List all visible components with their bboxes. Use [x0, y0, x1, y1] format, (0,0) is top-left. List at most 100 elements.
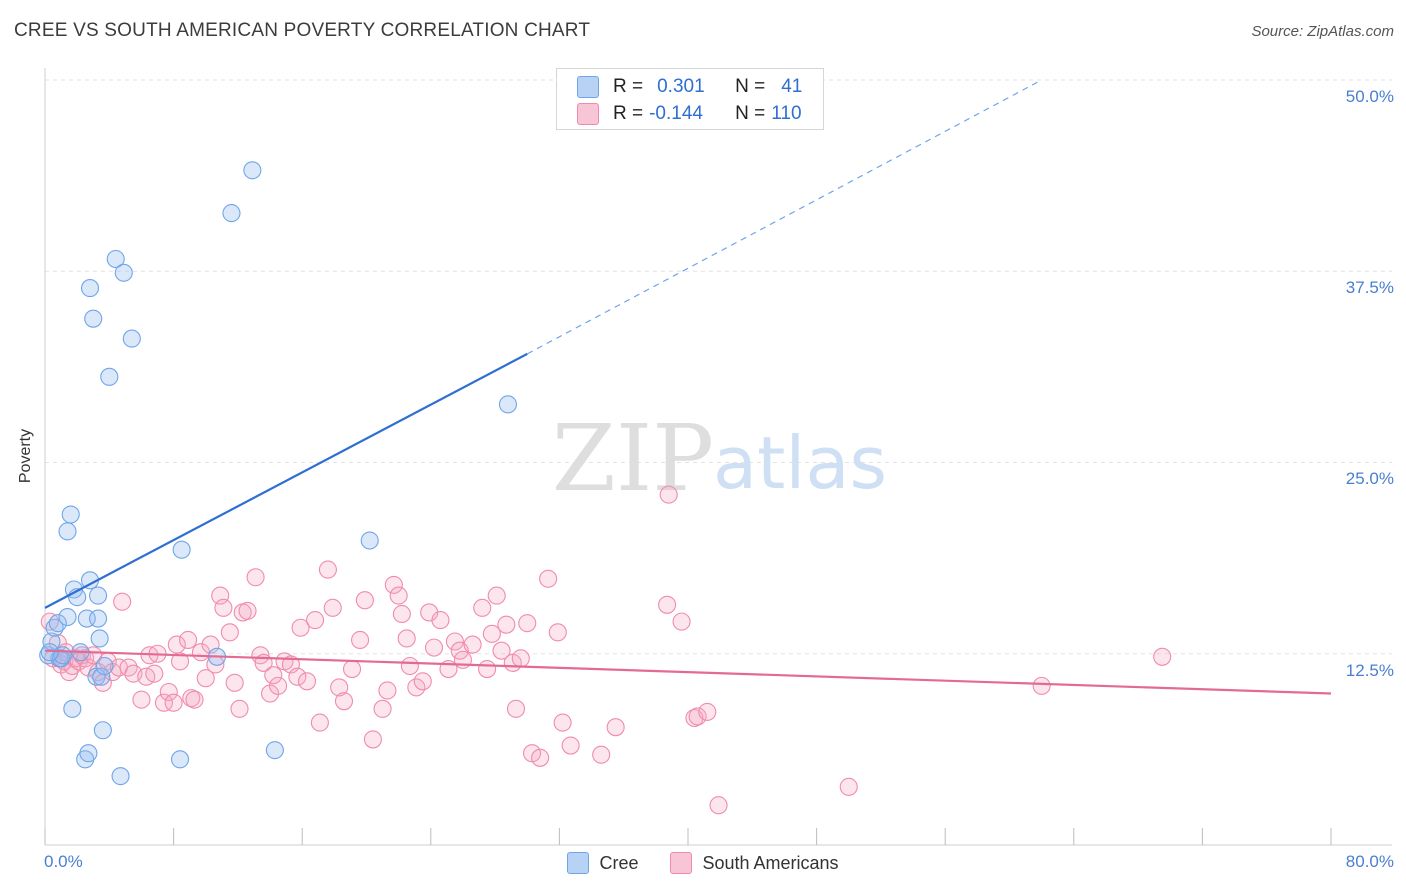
south-american-point [518, 614, 537, 633]
south-american-point [424, 638, 444, 657]
south-american-point [482, 624, 501, 643]
cree-point [122, 329, 141, 348]
south-american-point [392, 604, 411, 624]
south-american-point [688, 707, 707, 726]
south-american-point [487, 586, 506, 605]
n-label: N = [735, 103, 766, 124]
cree-point [48, 614, 67, 633]
south-american-point [264, 666, 283, 685]
y-tick-label: 25.0% [1345, 469, 1394, 488]
south-american-point [196, 669, 215, 688]
cree-point [63, 699, 82, 718]
cree-point [80, 279, 100, 298]
cree-point [84, 309, 103, 328]
cree-swatch [577, 76, 599, 98]
r-value: -0.144 [649, 103, 703, 124]
n-value: 110 [771, 103, 802, 124]
south-american-point [323, 598, 342, 617]
watermark-zip: ZIP [552, 405, 714, 512]
south-american-point [113, 592, 132, 611]
south-american-point [159, 682, 178, 702]
south-american-point [389, 586, 408, 605]
south-american-point [659, 485, 678, 504]
south-american-point [132, 690, 151, 709]
south-american-point [297, 672, 317, 691]
south-american-point [220, 623, 239, 642]
south-american-point [306, 611, 325, 630]
south-american-point [497, 615, 516, 634]
legend-label: Cree [599, 852, 639, 873]
cree-point [79, 744, 98, 763]
south-american-point [592, 745, 611, 764]
south-american-point [330, 678, 349, 697]
cree-point [90, 629, 109, 648]
south-american-point [310, 713, 329, 732]
south-american-point [606, 718, 625, 737]
y-tick-label: 50.0% [1345, 87, 1394, 106]
south-american-point [351, 630, 370, 650]
cree-point [498, 395, 518, 414]
south-american-point [291, 618, 310, 637]
south-american-point [561, 736, 580, 755]
south-american-point [373, 699, 392, 718]
cree-point [58, 607, 77, 627]
chart-title: CREE VS SOUTH AMERICAN POVERTY CORRELATI… [14, 20, 591, 41]
south-american-point [170, 652, 190, 671]
cree-trend-extension [526, 79, 1042, 355]
south-american-point [709, 796, 728, 815]
south-american-point [378, 681, 397, 700]
south-american-point [318, 560, 337, 579]
x-tick-label: 80.0% [1345, 852, 1394, 871]
south-american-point [397, 629, 416, 648]
south-american-point [431, 611, 450, 630]
cree-point [170, 750, 190, 769]
south-american-point [413, 672, 432, 691]
south-american-point [445, 632, 464, 651]
stats-box: R = 0.301 N = 41 R = -0.144 N = 110 [556, 68, 824, 130]
south-american-point [698, 702, 717, 721]
south-american-point [478, 659, 497, 679]
south-american-point [355, 591, 374, 610]
cree-point [88, 586, 108, 605]
south-american-point [225, 673, 244, 692]
south-american-point [238, 601, 257, 620]
south-american-point [548, 623, 567, 642]
south-american-point [539, 569, 558, 588]
south-american-point [334, 692, 354, 711]
cree-point [243, 161, 262, 180]
cree-point [61, 505, 80, 524]
r-value: 0.301 [657, 76, 705, 97]
cree-point [95, 656, 114, 676]
cree-point [52, 649, 71, 668]
south-american-point [672, 612, 691, 631]
legend-item-cree[interactable]: Cree [567, 852, 638, 874]
legend-label: South Americans [702, 852, 839, 873]
cree-point [92, 667, 111, 686]
cree-point [58, 522, 77, 541]
south-american-point [400, 656, 419, 676]
cree-point [114, 263, 133, 282]
cree-point [93, 721, 112, 740]
south-american-point [342, 659, 362, 679]
south-american-point [269, 676, 288, 695]
south-american-point [492, 641, 511, 660]
cree-point [40, 643, 59, 662]
n-value: 41 [781, 76, 803, 97]
south-american-point [473, 598, 492, 617]
cree-point [111, 767, 130, 786]
legend-item-south[interactable]: South Americans [670, 852, 839, 874]
south-american-point [119, 658, 138, 677]
south-american-point [288, 667, 307, 686]
south-american-point [185, 690, 204, 709]
south-american-point [553, 713, 572, 732]
cree-point [106, 249, 125, 269]
cree-point [222, 204, 241, 223]
watermark-atlas: atlas [713, 421, 887, 505]
cree-point [172, 540, 191, 559]
south-american-trend-line [44, 649, 1332, 695]
south-american-point [839, 777, 858, 796]
south-american-point [506, 699, 526, 718]
cree-point [265, 741, 284, 760]
cree-point [100, 367, 119, 386]
y-tick-label: 12.5% [1345, 661, 1394, 680]
